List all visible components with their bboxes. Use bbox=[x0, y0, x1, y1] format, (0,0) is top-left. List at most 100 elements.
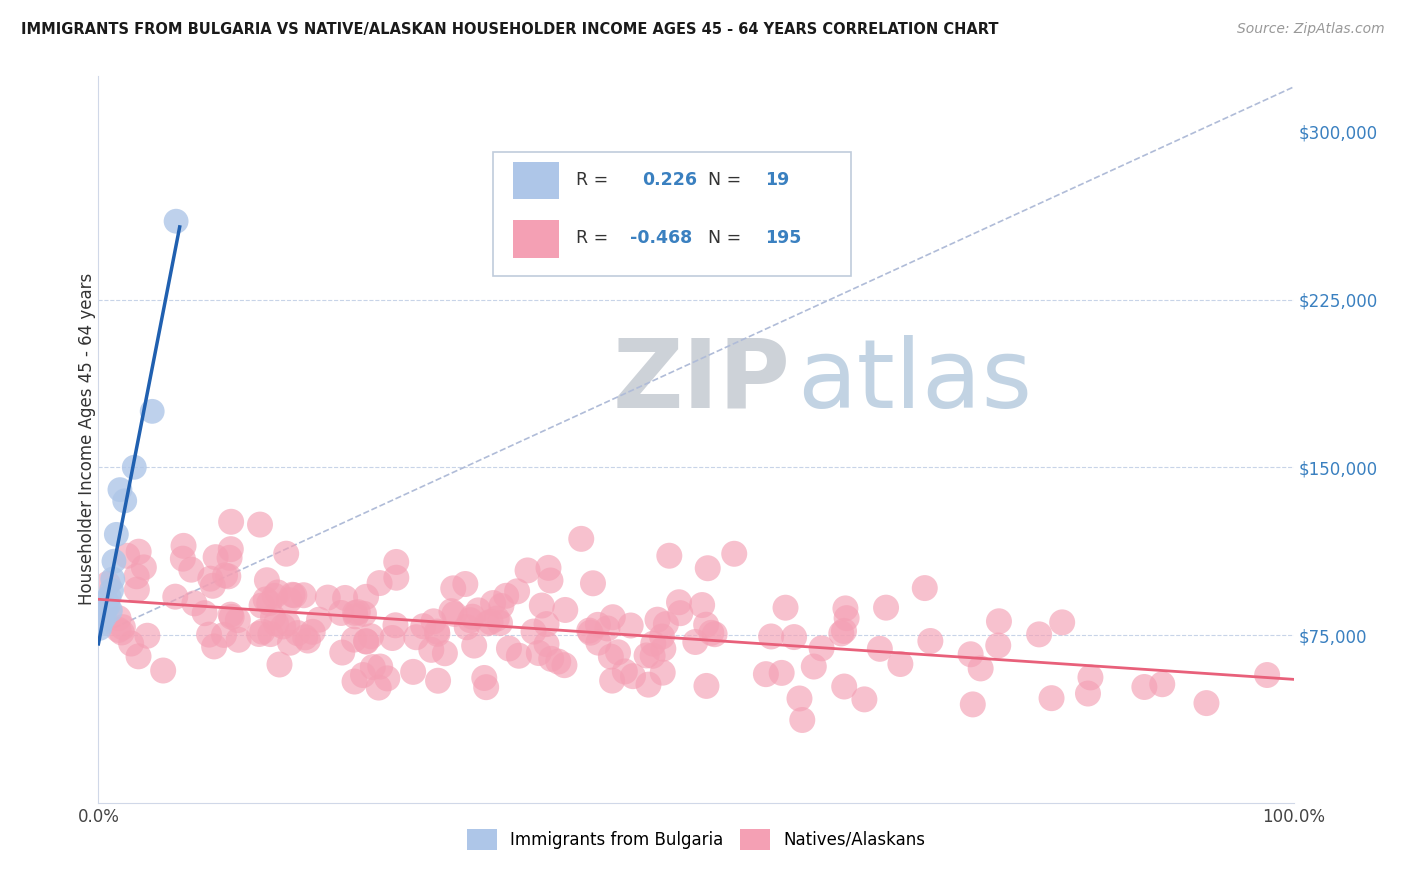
Point bbox=[495, 589, 517, 603]
Point bbox=[249, 517, 271, 532]
Point bbox=[183, 596, 205, 610]
Point bbox=[1195, 696, 1218, 710]
Point bbox=[361, 660, 384, 674]
Point bbox=[343, 632, 366, 647]
Y-axis label: Householder Income Ages 45 - 64 years: Householder Income Ages 45 - 64 years bbox=[79, 273, 96, 606]
Point bbox=[613, 665, 636, 679]
Point bbox=[301, 624, 323, 639]
FancyBboxPatch shape bbox=[494, 153, 852, 276]
Point bbox=[783, 630, 806, 644]
Point bbox=[889, 657, 911, 671]
Point bbox=[596, 622, 619, 636]
Point bbox=[969, 661, 991, 675]
Point bbox=[755, 667, 778, 681]
Point bbox=[789, 691, 811, 706]
Point bbox=[527, 646, 550, 660]
Point bbox=[281, 588, 304, 602]
Point bbox=[360, 629, 382, 643]
Point bbox=[636, 648, 658, 663]
Text: Source: ZipAtlas.com: Source: ZipAtlas.com bbox=[1237, 22, 1385, 37]
Point bbox=[330, 606, 353, 620]
Point bbox=[491, 599, 513, 613]
Point bbox=[93, 610, 115, 624]
Point bbox=[651, 665, 673, 680]
Point bbox=[920, 634, 942, 648]
Point bbox=[830, 626, 852, 640]
Point bbox=[91, 612, 114, 626]
Point bbox=[1152, 677, 1174, 691]
Point bbox=[141, 404, 163, 418]
Point bbox=[834, 601, 856, 615]
Point bbox=[343, 674, 366, 689]
Point bbox=[180, 563, 202, 577]
Point bbox=[770, 665, 793, 680]
Point bbox=[1077, 687, 1099, 701]
Point bbox=[482, 596, 505, 610]
Point bbox=[658, 549, 681, 563]
Point bbox=[267, 585, 290, 599]
Text: 195: 195 bbox=[765, 229, 801, 247]
Point bbox=[100, 583, 122, 598]
Point bbox=[540, 652, 562, 666]
Point bbox=[344, 606, 367, 620]
Point bbox=[602, 610, 624, 624]
Point bbox=[472, 671, 495, 685]
Point bbox=[506, 584, 529, 599]
FancyBboxPatch shape bbox=[513, 219, 558, 258]
Point bbox=[875, 600, 897, 615]
Point bbox=[412, 619, 434, 633]
Point bbox=[959, 647, 981, 661]
Point bbox=[456, 620, 478, 634]
Text: N =: N = bbox=[709, 229, 752, 247]
Point bbox=[264, 616, 287, 631]
Point bbox=[655, 617, 678, 632]
Point bbox=[607, 645, 630, 659]
Point bbox=[278, 593, 301, 607]
Point bbox=[165, 590, 187, 604]
Point bbox=[508, 648, 530, 663]
Point bbox=[219, 515, 242, 529]
Point bbox=[461, 609, 484, 624]
Point bbox=[832, 680, 855, 694]
Point bbox=[125, 582, 148, 597]
Point bbox=[1040, 691, 1063, 706]
Point bbox=[330, 646, 353, 660]
Point bbox=[252, 624, 274, 639]
Point bbox=[987, 639, 1010, 653]
Point bbox=[354, 590, 377, 604]
Point bbox=[385, 555, 408, 569]
FancyBboxPatch shape bbox=[513, 161, 558, 200]
Point bbox=[690, 598, 713, 612]
Point bbox=[652, 641, 675, 656]
Point bbox=[292, 588, 315, 602]
Point bbox=[202, 640, 225, 654]
Point bbox=[107, 611, 129, 625]
Legend: Immigrants from Bulgaria, Natives/Alaskans: Immigrants from Bulgaria, Natives/Alaska… bbox=[460, 822, 932, 856]
Point bbox=[356, 634, 378, 648]
Point bbox=[250, 599, 273, 613]
Point bbox=[278, 636, 301, 650]
Point bbox=[221, 610, 243, 624]
Point bbox=[297, 633, 319, 648]
Point bbox=[254, 592, 277, 607]
Point bbox=[599, 649, 621, 664]
Point bbox=[107, 623, 129, 637]
Point bbox=[269, 657, 291, 672]
Point bbox=[869, 641, 891, 656]
Text: R =: R = bbox=[576, 229, 614, 247]
Point bbox=[132, 560, 155, 574]
Point bbox=[367, 681, 389, 695]
Point bbox=[90, 616, 112, 631]
Point bbox=[172, 551, 194, 566]
Point bbox=[522, 624, 544, 639]
Point bbox=[582, 576, 605, 591]
Point bbox=[579, 625, 602, 640]
Point bbox=[200, 572, 222, 586]
Point bbox=[723, 547, 745, 561]
Point bbox=[1080, 670, 1102, 684]
Point bbox=[165, 214, 187, 228]
Point bbox=[96, 594, 118, 608]
Point bbox=[696, 561, 718, 575]
Point bbox=[105, 527, 128, 541]
Point bbox=[420, 643, 443, 657]
